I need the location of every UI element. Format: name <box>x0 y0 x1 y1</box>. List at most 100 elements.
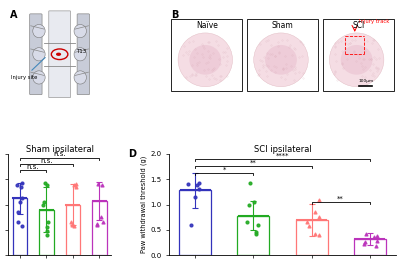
Bar <box>66 205 80 255</box>
Point <box>15 220 21 224</box>
Text: Injury track: Injury track <box>358 19 389 24</box>
Point <box>363 232 370 236</box>
Point <box>41 200 48 204</box>
Point <box>304 220 310 224</box>
Point <box>45 220 52 224</box>
FancyBboxPatch shape <box>49 11 70 98</box>
Title: SCI ipsilateral: SCI ipsilateral <box>254 145 311 154</box>
Ellipse shape <box>190 45 221 75</box>
Point <box>71 183 77 188</box>
Point <box>361 242 368 246</box>
Ellipse shape <box>74 71 86 84</box>
Point <box>98 215 104 219</box>
Point <box>73 182 79 186</box>
Text: A: A <box>10 10 18 20</box>
Point <box>194 183 200 188</box>
Text: n.s.: n.s. <box>27 164 40 170</box>
Point <box>254 223 261 227</box>
Point <box>374 239 380 243</box>
Point <box>14 183 20 188</box>
Point <box>316 233 322 237</box>
Point <box>374 234 380 238</box>
Text: *: * <box>223 167 226 173</box>
Point <box>44 233 50 237</box>
Point <box>69 223 75 227</box>
Point <box>99 220 106 224</box>
Ellipse shape <box>74 24 86 38</box>
Point <box>252 230 259 234</box>
Point <box>312 232 318 236</box>
Point <box>15 210 21 214</box>
Point <box>44 225 51 229</box>
Ellipse shape <box>33 71 45 84</box>
Ellipse shape <box>33 48 45 61</box>
Point <box>251 200 257 204</box>
Point <box>315 198 322 203</box>
Bar <box>354 239 386 255</box>
Point <box>17 200 23 204</box>
Text: B: B <box>171 10 179 20</box>
Point <box>73 185 80 189</box>
Point <box>246 203 252 207</box>
Point <box>19 181 25 185</box>
Point <box>244 220 250 224</box>
Point <box>42 181 48 185</box>
Point <box>316 215 322 219</box>
Text: Injury site: Injury site <box>11 58 45 80</box>
Ellipse shape <box>341 45 372 75</box>
Point <box>311 210 318 214</box>
Text: n.s.: n.s. <box>53 151 66 158</box>
Point <box>99 183 106 188</box>
Point <box>373 244 379 248</box>
Bar <box>13 199 27 255</box>
Title: Sham ipsilateral: Sham ipsilateral <box>26 145 94 154</box>
Point <box>252 232 259 236</box>
Text: 100μm: 100μm <box>359 79 374 83</box>
Point <box>18 196 25 201</box>
Point <box>71 224 78 228</box>
Ellipse shape <box>254 33 308 87</box>
Bar <box>238 216 270 255</box>
Text: n.s.: n.s. <box>40 158 53 164</box>
Point <box>68 220 74 224</box>
Bar <box>179 190 211 255</box>
Point <box>94 222 100 226</box>
Bar <box>322 19 394 91</box>
Point <box>94 182 101 186</box>
Ellipse shape <box>33 24 45 38</box>
FancyBboxPatch shape <box>77 14 90 95</box>
Text: ****: **** <box>276 153 289 159</box>
Circle shape <box>56 53 61 56</box>
Point <box>370 235 377 240</box>
Text: SCI: SCI <box>352 21 364 30</box>
Point <box>18 185 24 189</box>
Point <box>44 229 50 233</box>
Text: **: ** <box>250 160 257 166</box>
Point <box>185 182 191 186</box>
Text: **: ** <box>337 195 344 201</box>
FancyBboxPatch shape <box>30 14 42 95</box>
Ellipse shape <box>74 48 86 61</box>
Y-axis label: Paw withdrawal threshold (g): Paw withdrawal threshold (g) <box>141 156 147 253</box>
Text: Sham: Sham <box>272 21 293 30</box>
Text: D: D <box>128 149 136 159</box>
Bar <box>171 19 242 91</box>
Point <box>40 203 47 207</box>
Point <box>196 187 202 191</box>
Bar <box>247 19 318 91</box>
Point <box>306 224 313 228</box>
Ellipse shape <box>265 45 297 75</box>
Point <box>43 183 50 188</box>
Point <box>247 181 254 185</box>
Text: Naïve: Naïve <box>196 21 218 30</box>
Ellipse shape <box>178 33 232 87</box>
Point <box>18 224 25 228</box>
Point <box>192 195 198 199</box>
Bar <box>39 210 54 255</box>
Point <box>362 240 368 245</box>
Bar <box>296 220 328 255</box>
Text: T13: T13 <box>76 49 86 54</box>
Point <box>196 181 202 185</box>
Bar <box>92 201 106 255</box>
Ellipse shape <box>330 33 384 87</box>
